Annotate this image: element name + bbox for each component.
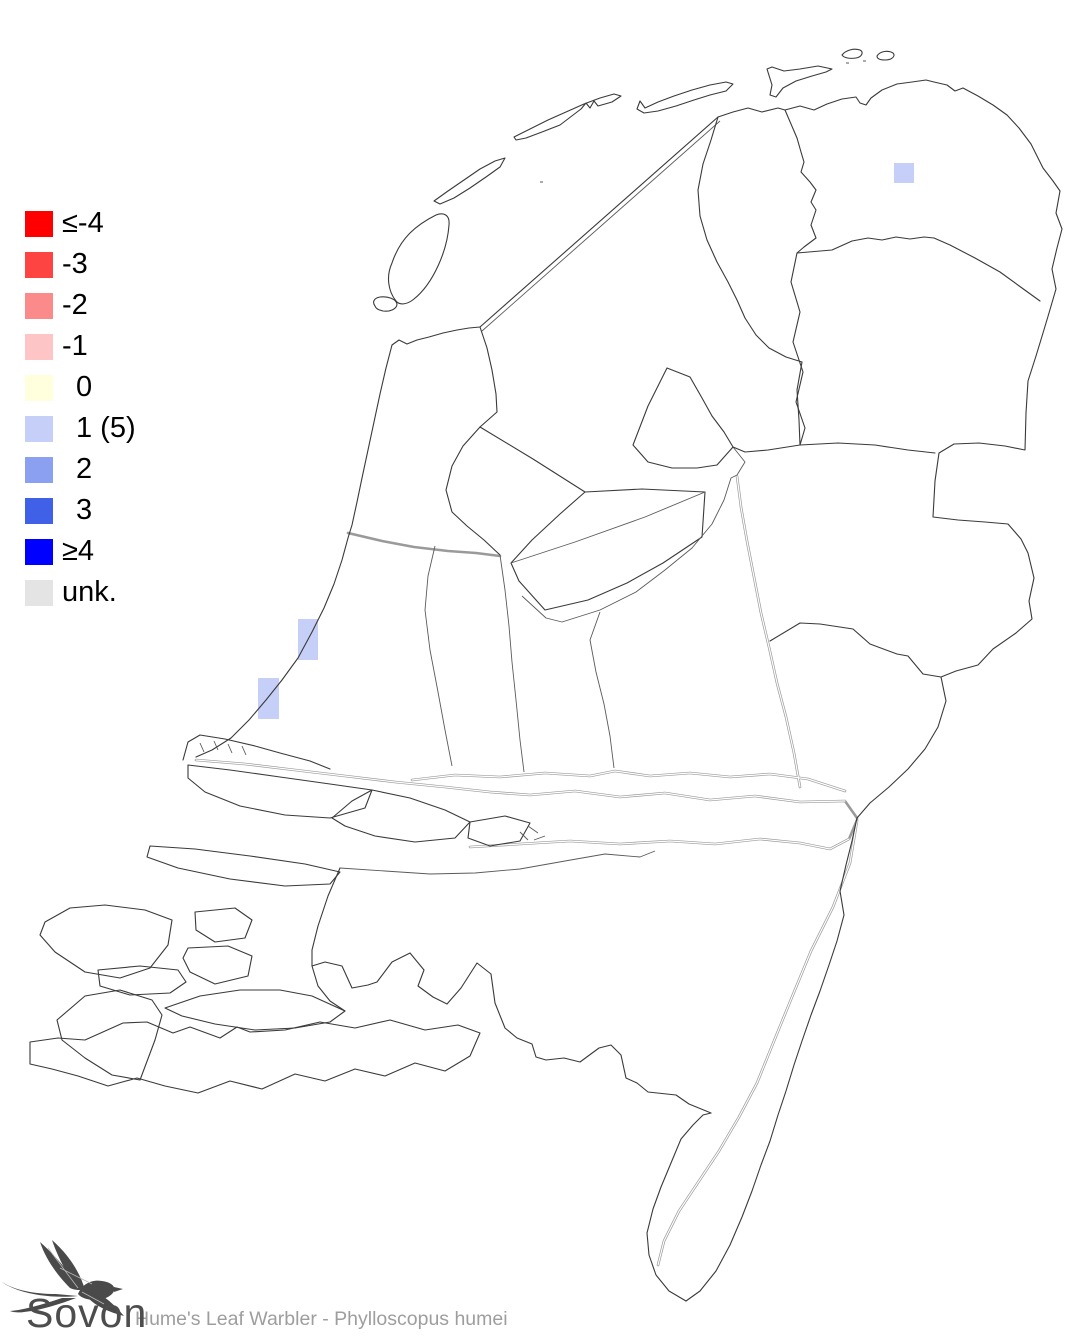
legend-label: ≤-4: [62, 207, 104, 239]
caption-species: Hume's Leaf Warbler - Phylloscopus humei: [135, 1308, 508, 1330]
legend-item: unk.: [25, 572, 136, 613]
legend-item: ≤-4: [25, 203, 136, 244]
legend-color-swatch: [25, 456, 53, 483]
legend-color-swatch: [25, 415, 53, 442]
legend-color-swatch: [25, 497, 53, 524]
abundance-square: [894, 163, 914, 183]
legend-label: 3: [76, 494, 93, 526]
sovon-logo: Sovon: [0, 1232, 300, 1340]
legend-color-swatch: [25, 251, 53, 278]
caption: Hume's Leaf Warbler - Phylloscopus humei…: [135, 1268, 614, 1340]
legend-color-swatch: [25, 374, 53, 401]
legend-item: 2: [25, 449, 136, 490]
swallow-icon: [2, 1240, 124, 1316]
legend-color-swatch: [25, 333, 53, 360]
legend-label: -1: [62, 330, 88, 362]
legend-label: unk.: [62, 576, 117, 608]
legend-label: -2: [62, 289, 88, 321]
legend-item: -3: [25, 244, 136, 285]
legend-item: 1 (5): [25, 408, 136, 449]
legend-label: 0: [76, 371, 93, 403]
legend-color-swatch: [25, 538, 53, 565]
legend-item: -1: [25, 326, 136, 367]
legend-item: ≥4: [25, 531, 136, 572]
abundance-squares: [258, 163, 914, 719]
legend-color-swatch: [25, 292, 53, 319]
legend-label: -3: [62, 248, 88, 280]
legend: ≤-4 -3 -2 -1 0 1 (5) 2 3 ≥4 unk.: [25, 203, 136, 613]
rivers: [194, 474, 859, 1267]
sovon-wordmark: Sovon: [26, 1290, 148, 1336]
legend-label: 2: [76, 453, 93, 485]
legend-color-swatch: [25, 579, 53, 606]
legend-color-swatch: [25, 210, 53, 237]
delta-islands: [29, 764, 546, 1094]
legend-item: 0: [25, 367, 136, 408]
legend-label: ≥4: [62, 535, 95, 567]
legend-item: -2: [25, 285, 136, 326]
wadden-islands: [373, 48, 895, 312]
legend-label: 1 (5): [76, 412, 136, 444]
legend-item: 3: [25, 490, 136, 531]
abundance-square: [258, 678, 279, 719]
coastlines-and-borders: [182, 79, 1063, 1302]
